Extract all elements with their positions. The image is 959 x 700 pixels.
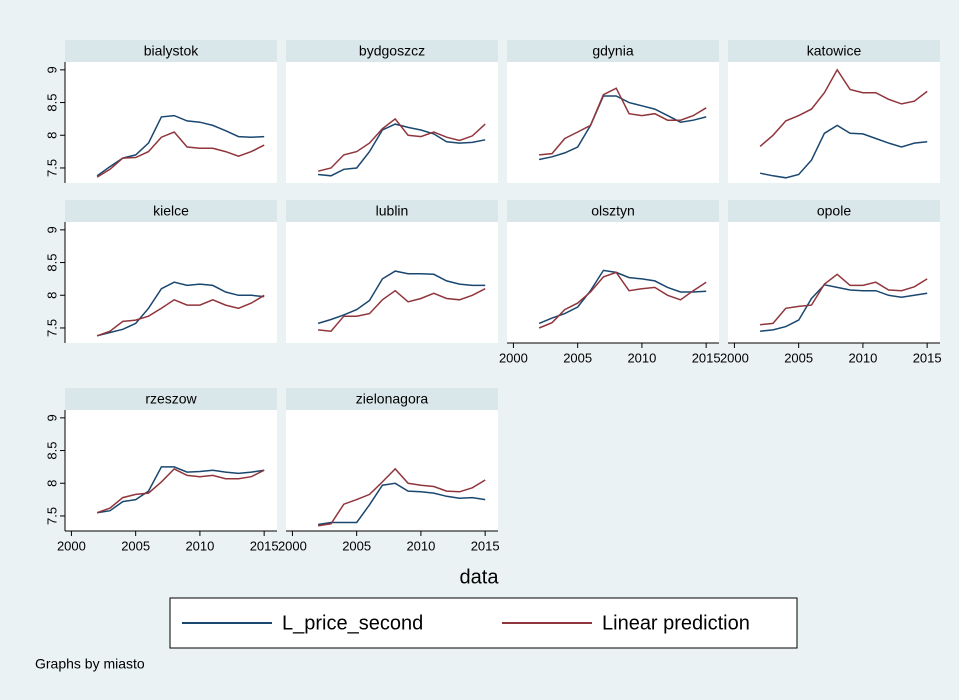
- series-line: [759, 124, 928, 179]
- panel-strip: [728, 40, 940, 62]
- x-tick-label: 2000: [278, 538, 307, 553]
- plot-area: [507, 62, 719, 183]
- series-line: [317, 117, 486, 172]
- x-tick-label: 2010: [848, 350, 877, 365]
- x-tick-label: 2005: [342, 538, 371, 553]
- x-tick-label: 2015: [692, 350, 721, 365]
- series-line: [759, 68, 928, 147]
- y-tick-label: 7.5: [44, 507, 59, 525]
- y-tick-label: 8.5: [44, 254, 59, 272]
- y-tick-label: 7.5: [44, 319, 59, 337]
- y-tick-label: 9: [44, 66, 59, 73]
- x-tick-label: 2000: [720, 350, 749, 365]
- series-line: [539, 87, 707, 156]
- series-line: [538, 271, 707, 329]
- legend-label: Linear prediction: [602, 612, 750, 634]
- plot-area: [507, 222, 719, 343]
- x-tick-label: 2015: [250, 538, 279, 553]
- x-tick-label: 2000: [499, 350, 528, 365]
- plot-area: [286, 62, 498, 183]
- series-line: [760, 283, 928, 332]
- x-tick-label: 2005: [563, 350, 592, 365]
- panel-title: bialystok: [144, 43, 199, 59]
- plot-area: [728, 222, 940, 343]
- y-tick-label: 7.5: [44, 159, 59, 177]
- panel-title: gdynia: [592, 43, 633, 59]
- series-line: [96, 467, 265, 514]
- series-line: [317, 467, 486, 527]
- y-tick-label: 8.5: [44, 442, 59, 460]
- panel-title: bydgoszcz: [359, 43, 425, 59]
- series-line: [538, 269, 707, 325]
- panel-strip: [286, 200, 498, 222]
- plot-area: [286, 410, 498, 531]
- plot-area: [65, 222, 277, 343]
- panel-strip: [65, 388, 277, 410]
- series-line: [317, 482, 486, 526]
- y-tick-label: 8: [44, 292, 59, 299]
- plot-area: [728, 62, 940, 183]
- series-line: [318, 123, 486, 177]
- series-line: [96, 281, 265, 337]
- plot-area: [286, 222, 498, 343]
- panel-title: olsztyn: [591, 203, 635, 219]
- series-line: [760, 273, 928, 326]
- x-tick-label: 2005: [784, 350, 813, 365]
- note: Graphs by miasto: [35, 656, 145, 672]
- legend-box: [169, 597, 798, 649]
- panel-strip: [65, 40, 277, 62]
- plot-area: [65, 410, 277, 531]
- x-tick-label: 2015: [913, 350, 942, 365]
- y-tick-label: 8: [44, 132, 59, 139]
- x-tick-label: 2000: [57, 538, 86, 553]
- x-axis-title: data: [460, 566, 500, 588]
- panel-strip: [286, 40, 498, 62]
- x-tick-label: 2010: [627, 350, 656, 365]
- y-tick-label: 8: [44, 480, 59, 487]
- y-tick-label: 9: [44, 414, 59, 421]
- x-tick-label: 2010: [406, 538, 435, 553]
- panel-title: zielonagora: [356, 391, 429, 407]
- panel-title: kielce: [153, 203, 189, 219]
- panel-title: opole: [817, 203, 851, 219]
- x-tick-label: 2010: [185, 538, 214, 553]
- plot-area: [65, 62, 277, 183]
- panel-strip: [728, 200, 940, 222]
- panel-title: rzeszow: [145, 391, 197, 407]
- panel-strip: [507, 200, 719, 222]
- series-line: [317, 270, 486, 325]
- panel-strip: [65, 200, 277, 222]
- series-line: [96, 294, 265, 337]
- panel-title: lublin: [376, 203, 409, 219]
- x-tick-label: 2005: [121, 538, 150, 553]
- panel-title: katowice: [807, 43, 862, 59]
- series-line: [318, 288, 486, 332]
- panel-strip: [507, 40, 719, 62]
- series-line: [96, 131, 265, 178]
- x-tick-label: 2015: [471, 538, 500, 553]
- panel-strip: [286, 388, 498, 410]
- y-tick-label: 8.5: [44, 94, 59, 112]
- series-line: [96, 466, 265, 514]
- legend-label: L_price_second: [282, 612, 423, 634]
- y-tick-label: 9: [44, 226, 59, 233]
